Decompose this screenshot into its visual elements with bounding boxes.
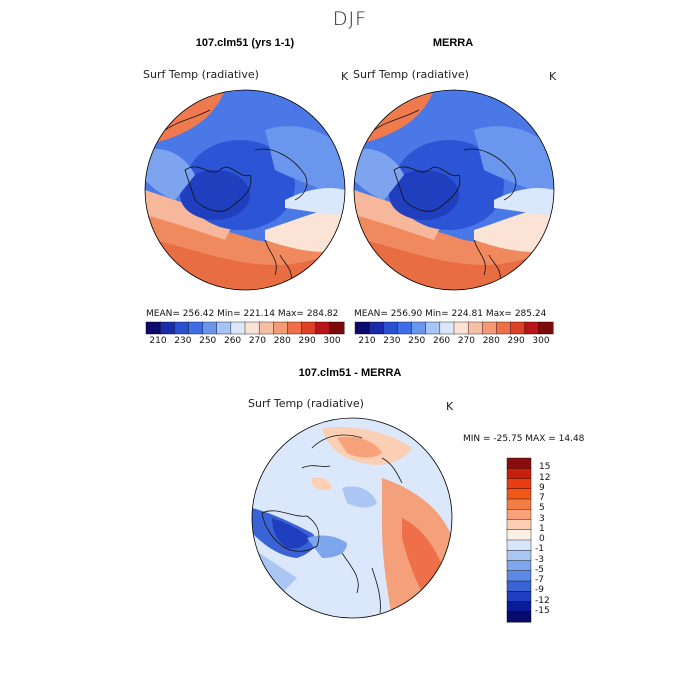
panel-2-colorbar-tick-label: 210 — [358, 336, 376, 346]
panel-1-colorbar-swatch — [258, 321, 274, 335]
panel-2-colorbar-tick-label: 250 — [408, 336, 426, 346]
panel-1-colorbar-swatch — [202, 321, 218, 335]
panel-3-units: K — [446, 400, 454, 413]
panel-3-colorbar-swatch — [506, 519, 532, 531]
panel-2-colorbar-swatch — [411, 321, 427, 335]
panel-1-colorbar-tick-label: 230 — [174, 336, 192, 346]
panel-1-variable: Surf Temp (radiative) — [143, 68, 259, 81]
panel-2-colorbar-swatch — [524, 321, 540, 335]
panel-1-colorbar-swatch — [329, 321, 345, 335]
panel-2-colorbar-tick-label: 260 — [432, 336, 451, 346]
panel-3-colorbar-tick-label: 0 — [539, 534, 545, 544]
panel-1-units: K — [341, 70, 349, 83]
panel-3-colorbar-swatch — [506, 611, 532, 623]
panel-2-colorbar-swatch — [354, 321, 370, 335]
panel-3-colorbar-swatch — [506, 580, 532, 592]
panel-3-colorbar-tick-label: 9 — [539, 482, 545, 493]
panel-3-colorbar-tick-label: 7 — [539, 493, 545, 503]
panel-1-colorbar — [145, 321, 345, 335]
panel-2-map — [353, 89, 555, 291]
panel-3-variable: Surf Temp (radiative) — [248, 397, 364, 410]
panel-1-title: 107.clm51 (yrs 1-1) — [195, 37, 295, 49]
panel-2-colorbar-swatch — [467, 321, 483, 335]
panel-1-colorbar-tick-label: 260 — [223, 336, 242, 346]
panel-3-colorbar-swatch — [506, 498, 532, 510]
panel-3-colorbar-swatch — [506, 539, 532, 551]
panel-1-colorbar-swatch — [287, 321, 303, 335]
panel-3-colorbar-swatch — [506, 488, 532, 500]
panel-3-colorbar-tick-label: -7 — [535, 575, 544, 585]
panel-2-units: K — [549, 70, 557, 83]
panel-1-stats: MEAN= 256.42 Min= 221.14 Max= 284.82 — [146, 309, 339, 319]
panel-1-colorbar-swatch — [315, 321, 331, 335]
panel-1-colorbar-tick-label: 250 — [199, 336, 217, 346]
panel-1-colorbar-swatch — [159, 321, 175, 335]
panel-3-colorbar-swatch — [506, 560, 532, 572]
panel-2-colorbar-tick-label: 280 — [482, 336, 500, 346]
panel-1-colorbar-tick-label: 270 — [248, 336, 267, 346]
panel-3-colorbar-swatch — [506, 509, 532, 521]
panel-3-colorbar-tick-label: 1 — [539, 523, 545, 534]
panel-2-title: MERRA — [432, 37, 474, 49]
panel-1-colorbar-tick-label: 300 — [323, 336, 341, 346]
panel-3-colorbar-swatch — [506, 601, 532, 613]
panel-2-colorbar-swatch — [368, 321, 384, 335]
panel-1-colorbar-labels: 210 230 250 260 270 280 290 300 — [146, 336, 344, 348]
panel-2-colorbar-swatch — [496, 321, 512, 335]
panel-2-colorbar-swatch — [453, 321, 469, 335]
panel-2-colorbar-tick-label: 270 — [457, 336, 476, 346]
panel-3-colorbar-swatch — [506, 529, 532, 541]
panel-3-colorbar-tick-label: 12 — [539, 472, 551, 483]
panel-3-title: 107.clm51 - MERRA — [298, 367, 402, 379]
panel-2-colorbar-swatch — [482, 321, 497, 335]
panel-1-colorbar-tick-label: 290 — [298, 336, 316, 346]
panel-1-colorbar-swatch — [301, 321, 317, 335]
panel-3-colorbar-swatch — [506, 457, 532, 469]
panel-2-colorbar-tick-label: 230 — [383, 336, 401, 346]
panel-1-colorbar-swatch — [216, 321, 232, 335]
panel-3-map — [251, 417, 453, 619]
panel-2-colorbar-swatch — [538, 321, 554, 335]
panel-3-colorbar-tick-label: -12 — [535, 595, 550, 606]
panel-1-colorbar-swatch — [188, 321, 204, 335]
panel-3-colorbar-tick-label: -15 — [535, 605, 550, 616]
panel-1-colorbar-swatch — [230, 321, 246, 335]
figure-title: DJF — [332, 8, 368, 30]
panel-2-colorbar-tick-label: 290 — [507, 336, 525, 346]
panel-2-colorbar-swatch — [383, 321, 398, 335]
panel-3-colorbar-tick-label: -3 — [535, 554, 544, 565]
panel-3-colorbar-tick-label: 5 — [539, 503, 545, 514]
panel-2-colorbar-swatch — [397, 321, 413, 335]
panel-3-colorbar-labels: 15 12 9 7 5 3 1 0 -1 -3 -5 -7 -9 -12 -15 — [535, 458, 575, 622]
panel-1-colorbar-tick-label: 210 — [149, 336, 167, 346]
panel-3-colorbar-swatch — [506, 478, 532, 490]
panel-3-colorbar-tick-label: 3 — [539, 513, 545, 524]
panel-3-colorbar-tick-label: 15 — [539, 462, 551, 473]
panel-1-colorbar-swatch — [174, 321, 189, 335]
panel-2-variable: Surf Temp (radiative) — [353, 68, 469, 81]
panel-3-stats: MIN = -25.75 MAX = 14.48 — [463, 434, 585, 444]
panel-2-colorbar-swatch — [510, 321, 526, 335]
panel-3-colorbar-tick-label: -9 — [535, 585, 544, 596]
panel-3-colorbar — [506, 457, 532, 623]
panel-2-colorbar-swatch — [425, 321, 441, 335]
panel-2-colorbar-labels: 210 230 250 260 270 280 290 300 — [355, 336, 553, 348]
panel-2-stats: MEAN= 256.90 Min= 224.81 Max= 285.24 — [354, 309, 547, 319]
panel-2-colorbar-tick-label: 300 — [532, 336, 550, 346]
panel-1-colorbar-swatch — [145, 321, 161, 335]
panel-2-colorbar-swatch — [439, 321, 455, 335]
panel-1-colorbar-tick-label: 280 — [273, 336, 291, 346]
panel-1-map — [144, 89, 346, 291]
panel-1-colorbar-swatch — [244, 321, 260, 335]
panel-3-colorbar-swatch — [506, 591, 532, 603]
panel-3-colorbar-swatch — [506, 550, 532, 562]
panel-1-colorbar-swatch — [273, 321, 288, 335]
panel-3-colorbar-tick-label: -1 — [535, 544, 544, 555]
panel-3-colorbar-swatch — [506, 468, 532, 480]
panel-3-colorbar-tick-label: -5 — [535, 564, 544, 575]
panel-2-colorbar — [354, 321, 554, 335]
panel-3-colorbar-swatch — [506, 570, 532, 582]
